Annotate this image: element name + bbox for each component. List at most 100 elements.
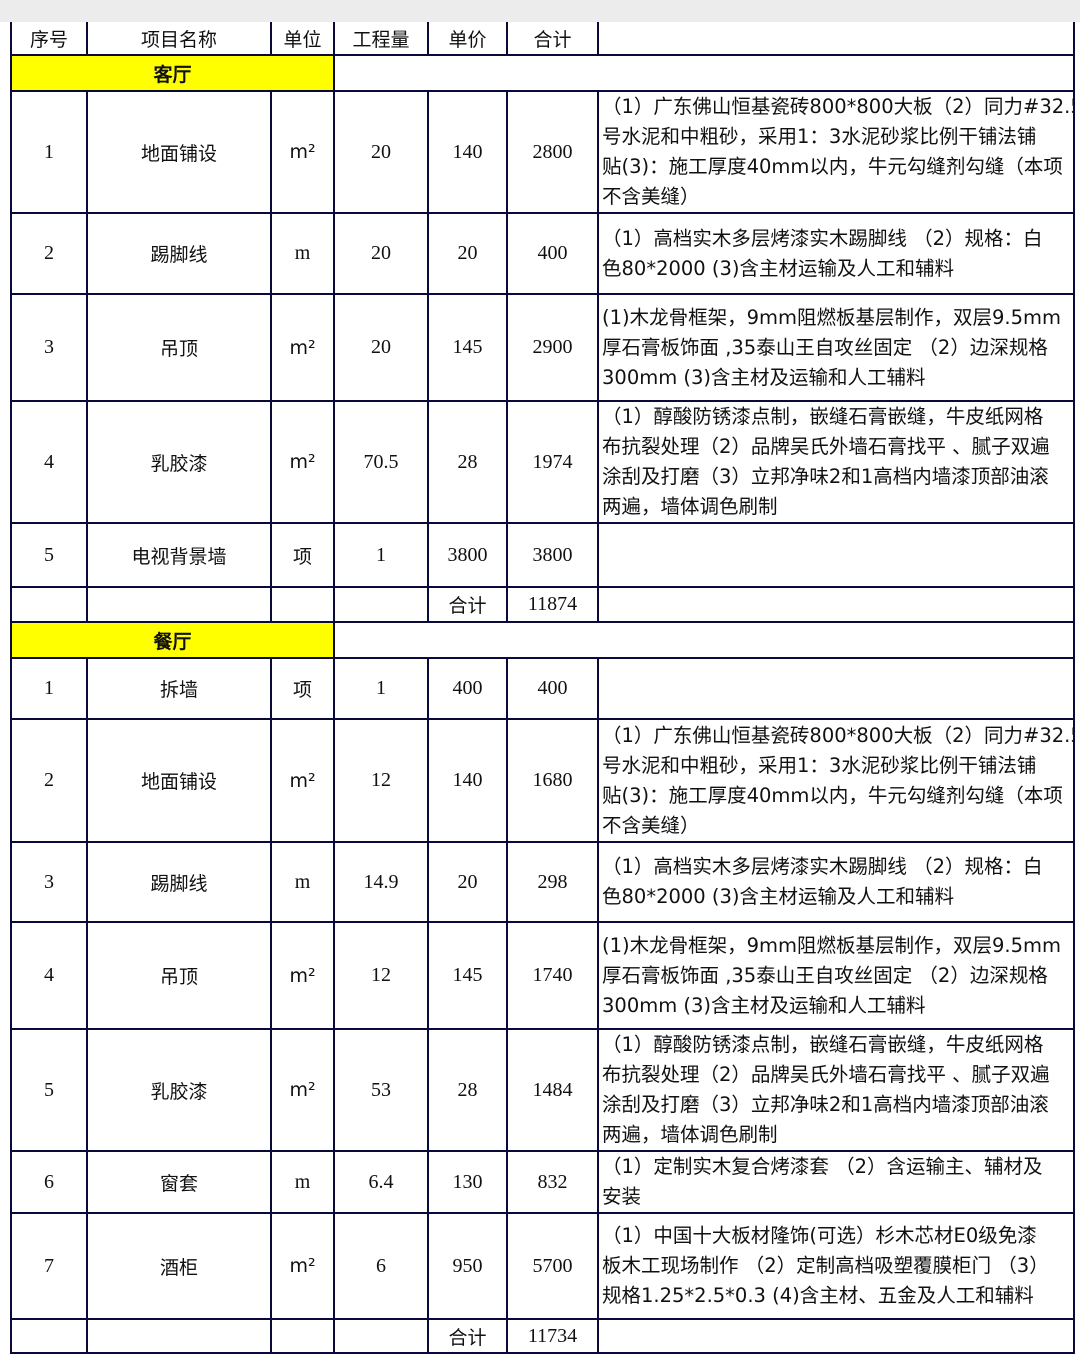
description-line: 布抗裂处理（2）品牌吴氏外墙石膏找平 、腻子双遍 (602, 1063, 1050, 1086)
blank-cell (270, 1318, 335, 1354)
section-row: 客厅 (10, 54, 1075, 92)
section-row: 餐厅 (10, 621, 1075, 659)
item-name: 乳胶漆 (86, 1028, 272, 1152)
unit-price: 28 (427, 400, 508, 524)
top-bar (0, 0, 1080, 22)
table-row: 5 电视背景墙项 1 3800 3800 (10, 522, 1075, 588)
blank-cell (333, 1318, 429, 1354)
description-line: （1）醇酸防锈漆点制，嵌缝石膏嵌缝，牛皮纸网格 (602, 1033, 1044, 1056)
description-line: 号水泥和中粗砂，采用1：3水泥砂浆比例干铺法铺 (602, 125, 1037, 148)
table-row: 3 踢脚线 m 14.9 20 298 （1）高档实木多层烤漆实木踢脚线 （2）规格：白 色8… (10, 841, 1075, 923)
table-row: 1 地面铺设 m² 20 140 2800 （1）广东佛山恒基瓷砖800*800大板（2）同… (10, 90, 1075, 214)
line-total: 1680 (506, 718, 599, 843)
description-line: （1）定制实木复合烤漆套 （2）含运输主、辅材及 (602, 1155, 1043, 1178)
header-col-price: 单价 (427, 22, 508, 56)
description: （1）醇酸防锈漆点制，嵌缝石膏嵌缝，牛皮纸网格 布抗裂处理（2）品牌吴氏外墙石膏找… (597, 1028, 1075, 1152)
subtotal-row: 合计 11874 (10, 586, 1075, 623)
subtotal-row: 合计 11734 (10, 1318, 1075, 1354)
description: （1）高档实木多层烤漆实木踢脚线 （2）规格：白 色80*2000 (3)含主材运… (597, 841, 1075, 923)
item-name: 酒柜 (86, 1212, 272, 1320)
line-total: 5700 (506, 1212, 599, 1320)
unit: m² (270, 718, 335, 843)
table-row: 1 拆墙项 1 400 400 (10, 657, 1075, 720)
subtotal-value: 11734 (506, 1318, 599, 1354)
section-title: 餐厅 (10, 621, 335, 659)
blank-cell (270, 586, 335, 623)
row-number: 5 (10, 1028, 88, 1152)
section-title: 客厅 (10, 54, 335, 92)
description: （1）醇酸防锈漆点制，嵌缝石膏嵌缝，牛皮纸网格 布抗裂处理（2）品牌吴氏外墙石膏找… (597, 400, 1075, 524)
description-line: 300mm (3)含主材及运输和人工辅料 (602, 365, 926, 389)
description-line: 涂刮及打磨（3）立邦净味2和1高档内墙漆顶部油滚 (602, 1093, 1049, 1116)
description-line: 色80*2000 (3)含主材运输及人工和辅料 (602, 885, 955, 908)
blank-cell (333, 586, 429, 623)
description: （1）广东佛山恒基瓷砖800*800大板（2）同力#32.5 号水泥和中粗砂，采用… (597, 718, 1075, 843)
item-name: 踢脚线 (86, 841, 272, 923)
line-total: 1484 (506, 1028, 599, 1152)
description-line: （1）醇酸防锈漆点制，嵌缝石膏嵌缝，牛皮纸网格 (602, 405, 1044, 428)
description-line: 厚石膏板饰面 ,35泰山王自攻丝固定 （2）边深规格 (602, 335, 1048, 359)
unit: m (270, 1150, 335, 1214)
row-number: 6 (10, 1150, 88, 1214)
item-name: 踢脚线 (86, 212, 272, 295)
unit-price: 145 (427, 293, 508, 402)
header-col-item: 项目名称 (86, 22, 272, 56)
row-number: 2 (10, 212, 88, 295)
row-number: 4 (10, 921, 88, 1030)
row-number: 1 (10, 90, 88, 214)
item-name: 吊顶 (86, 921, 272, 1030)
description-line: 两遍，墙体调色刷制 (602, 495, 778, 518)
description-line: （1）高档实木多层烤漆实木踢脚线 （2）规格：白 (602, 855, 1043, 878)
blank-cell (86, 586, 272, 623)
quantity: 20 (333, 293, 429, 402)
subtotal-value: 11874 (506, 586, 599, 623)
line-total: 2900 (506, 293, 599, 402)
description-line: 300mm (3)含主材及运输和人工辅料 (602, 993, 926, 1017)
row-number: 7 (10, 1212, 88, 1320)
unit: 项 (270, 522, 335, 588)
description-line: 安装 (602, 1185, 642, 1208)
description-line: 布抗裂处理（2）品牌吴氏外墙石膏找平 、腻子双遍 (602, 435, 1050, 458)
row-number: 3 (10, 841, 88, 923)
item-name: 地面铺设 (86, 718, 272, 843)
description-line: 号水泥和中粗砂，采用1：3水泥砂浆比例干铺法铺 (602, 753, 1037, 777)
description-line: 规格1.25*2.5*0.3 (4)含主材、五金及人工和辅料 (602, 1284, 1034, 1307)
section-blank (333, 621, 1075, 659)
unit-price: 145 (427, 921, 508, 1030)
description-line: (1)木龙骨框架，9mm阻燃板基层制作，双层9.5mm (602, 933, 1062, 957)
unit: m (270, 841, 335, 923)
unit: m² (270, 1028, 335, 1152)
row-number: 3 (10, 293, 88, 402)
table-row: 3 吊顶 m² 20 145 2900 (1)木龙骨框架，9mm阻燃板基层制作，双层9.5m… (10, 293, 1075, 402)
line-total: 1740 (506, 921, 599, 1030)
subtotal-label: 合计 (427, 586, 508, 623)
description: (1)木龙骨框架，9mm阻燃板基层制作，双层9.5mm 厚石膏板饰面 ,35泰山王… (597, 293, 1075, 402)
unit: m² (270, 293, 335, 402)
description-line: 不含美缝） (602, 185, 700, 208)
table-row: 4 乳胶漆 m² 70.5 28 1974 （1）醇酸防锈漆点制，嵌缝石膏嵌缝，牛皮纸网格布… (10, 400, 1075, 524)
unit: m² (270, 400, 335, 524)
item-name: 地面铺设 (86, 90, 272, 214)
quantity: 14.9 (333, 841, 429, 923)
blank-cell (597, 586, 1075, 623)
quantity: 12 (333, 921, 429, 1030)
table-row: 7 酒柜 m² 6 950 5700 （1）中国十大板材隆饰(可选）杉木芯材E0级免漆 板木工… (10, 1212, 1075, 1320)
blank-cell (86, 1318, 272, 1354)
description-line: 涂刮及打磨（3）立邦净味2和1高档内墙漆顶部油滚 (602, 465, 1049, 488)
quantity: 20 (333, 212, 429, 295)
blank-cell (10, 586, 88, 623)
unit: 项 (270, 657, 335, 720)
unit-price: 20 (427, 212, 508, 295)
table-row: 2 踢脚线 m 20 20 400 （1）高档实木多层烤漆实木踢脚线 （2）规格：白 色80*… (10, 212, 1075, 295)
description-line: 色80*2000 (3)含主材运输及人工和辅料 (602, 256, 955, 280)
description-line: （1）广东佛山恒基瓷砖800*800大板（2）同力#32.5 (602, 723, 1073, 747)
quantity: 20 (333, 90, 429, 214)
unit-price: 140 (427, 718, 508, 843)
table-row: 2 地面铺设 m² 12 140 1680 （1）广东佛山恒基瓷砖800*800大板（2）同… (10, 718, 1075, 843)
table-row: 5 乳胶漆 m² 53 28 1484 （1）醇酸防锈漆点制，嵌缝石膏嵌缝，牛皮纸网格 布抗裂… (10, 1028, 1075, 1152)
row-number: 5 (10, 522, 88, 588)
header-col-qty: 工程量 (333, 22, 429, 56)
description-line: （1）广东佛山恒基瓷砖800*800大板（2）同力#32.5 (602, 95, 1073, 118)
description-line: (1)木龙骨框架，9mm阻燃板基层制作，双层9.5mm (602, 305, 1062, 329)
description-line: （1）高档实木多层烤漆实木踢脚线 （2）规格：白 (602, 226, 1043, 250)
